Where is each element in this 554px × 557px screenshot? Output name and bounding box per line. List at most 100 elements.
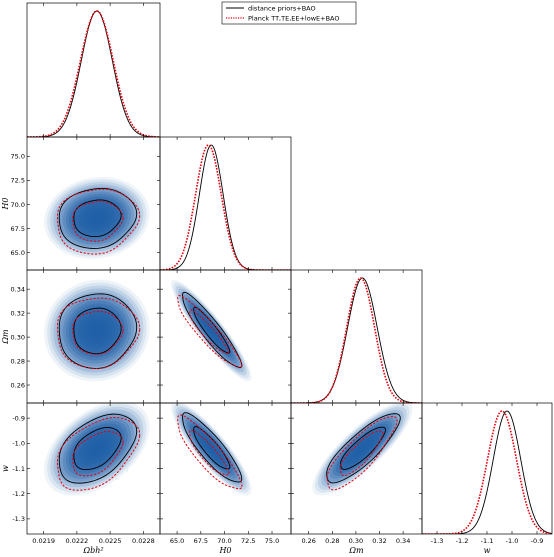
- marginal-planck-H0: [160, 144, 291, 270]
- contour-planck-2sigma: [56, 297, 141, 370]
- panel-1d-Om: [291, 277, 422, 403]
- density-band: [170, 279, 252, 382]
- contour-distance-priors-2sigma: [182, 291, 243, 368]
- legend-box: [221, 1, 357, 25]
- density-band: [194, 428, 228, 468]
- density-band: [192, 306, 231, 355]
- x-axis-label-H0: H0: [218, 546, 231, 555]
- density-band: [68, 303, 125, 358]
- marginal-distance-priors-w: [422, 410, 552, 534]
- x-tick-label-H0: 67.5: [194, 537, 208, 545]
- density-band: [178, 288, 245, 373]
- density-band: [182, 294, 240, 367]
- marginal-distance-priors-obh2: [27, 10, 160, 137]
- density-band: [75, 201, 119, 235]
- contour-distance-priors-2sigma: [326, 413, 401, 484]
- density-band: [72, 198, 122, 238]
- density-band: [84, 437, 110, 460]
- density-band: [199, 315, 224, 346]
- density-band: [199, 434, 224, 463]
- contour-planck-1sigma: [189, 429, 230, 476]
- density-band: [350, 437, 375, 460]
- panel-obh2-w: [44, 403, 150, 496]
- density-band: [47, 282, 147, 379]
- contour-distance-priors-1sigma: [73, 307, 122, 355]
- x-tick-label-H0: 70.0: [217, 537, 231, 545]
- density-band: [204, 321, 219, 340]
- density-band: [68, 423, 125, 474]
- y-tick-label-Om: 0.32: [11, 309, 25, 317]
- density-band: [50, 181, 144, 255]
- density-band: [84, 208, 110, 228]
- density-band: [194, 309, 228, 352]
- x-axis-label-w: w: [484, 546, 491, 555]
- density-band: [189, 423, 233, 474]
- y-tick-label-w: -1.1: [12, 465, 25, 473]
- x-tick-label-H0: 72.5: [241, 537, 255, 545]
- panel-1d-w: [422, 410, 552, 534]
- x-tick-label-H0: 65.0: [170, 537, 184, 545]
- density-band: [327, 415, 398, 482]
- panel-frame: [421, 402, 553, 535]
- density-band: [78, 312, 116, 349]
- x-tick-label-obh2: 0.0222: [66, 537, 89, 545]
- panel-frame: [159, 136, 292, 271]
- density-band: [341, 428, 384, 468]
- y-tick-label-Om: 0.26: [11, 381, 25, 389]
- density-band: [356, 442, 369, 454]
- panel-frame: [26, 2, 161, 138]
- density-band: [90, 213, 104, 223]
- density-band: [68, 196, 125, 240]
- marginal-distance-priors-H0: [160, 144, 291, 270]
- density-band: [78, 431, 116, 465]
- x-tick-label-Om: 0.32: [372, 537, 386, 545]
- y-tick-label-H0: 75.0: [11, 153, 25, 161]
- contour-planck-1sigma: [72, 310, 124, 355]
- contour-planck-2sigma: [177, 414, 243, 490]
- density-band: [81, 205, 113, 230]
- density-band: [170, 403, 252, 496]
- x-tick-label-w: -1.2: [456, 537, 469, 545]
- density-band: [47, 404, 147, 493]
- y-axis-label-Om: Ωm: [1, 329, 10, 345]
- contour-distance-priors-1sigma: [73, 199, 122, 238]
- contour-planck-1sigma: [72, 430, 124, 477]
- marginal-distance-priors-Om: [291, 277, 422, 403]
- panel-H0-w: [170, 403, 252, 496]
- marginal-planck-w: [422, 410, 552, 534]
- contour-distance-priors-2sigma: [58, 293, 138, 369]
- y-axis-label-w: w: [1, 465, 10, 472]
- density-band: [315, 404, 410, 493]
- density-band: [44, 403, 150, 496]
- density-band: [59, 415, 135, 482]
- y-tick-label-Om: 0.30: [11, 333, 25, 341]
- y-tick-label-H0: 72.5: [11, 177, 25, 185]
- legend: distance priors+BAO Planck TT,TE,EE+lowE…: [221, 1, 357, 25]
- x-tick-label-w: -1.3: [431, 537, 444, 545]
- x-tick-label-Om: 0.30: [349, 537, 363, 545]
- density-band: [324, 412, 401, 485]
- density-band: [90, 324, 104, 337]
- density-band: [332, 420, 392, 477]
- density-band: [81, 315, 113, 346]
- y-tick-label-w: -1.3: [12, 515, 25, 523]
- density-band: [173, 282, 250, 379]
- density-band: [204, 440, 219, 457]
- density-band: [78, 203, 116, 233]
- y-tick-label-Om: 0.28: [11, 357, 25, 365]
- contour-distance-priors-1sigma: [193, 306, 231, 354]
- x-tick-label-obh2: 0.0228: [132, 537, 155, 545]
- density-band: [75, 428, 119, 468]
- panel-frame: [290, 269, 423, 404]
- density-band: [187, 300, 235, 361]
- y-tick-label-H0: 70.0: [11, 201, 25, 209]
- contour-distance-priors-1sigma: [193, 426, 231, 470]
- density-band: [335, 423, 389, 474]
- contour-planck-2sigma: [326, 416, 398, 491]
- x-axis-label-Om: Ωm: [348, 546, 364, 555]
- contour-planck-2sigma: [56, 188, 141, 255]
- x-tick-label-Om: 0.34: [396, 537, 410, 545]
- panel-H0-Om: [170, 279, 252, 382]
- density-band: [338, 426, 386, 471]
